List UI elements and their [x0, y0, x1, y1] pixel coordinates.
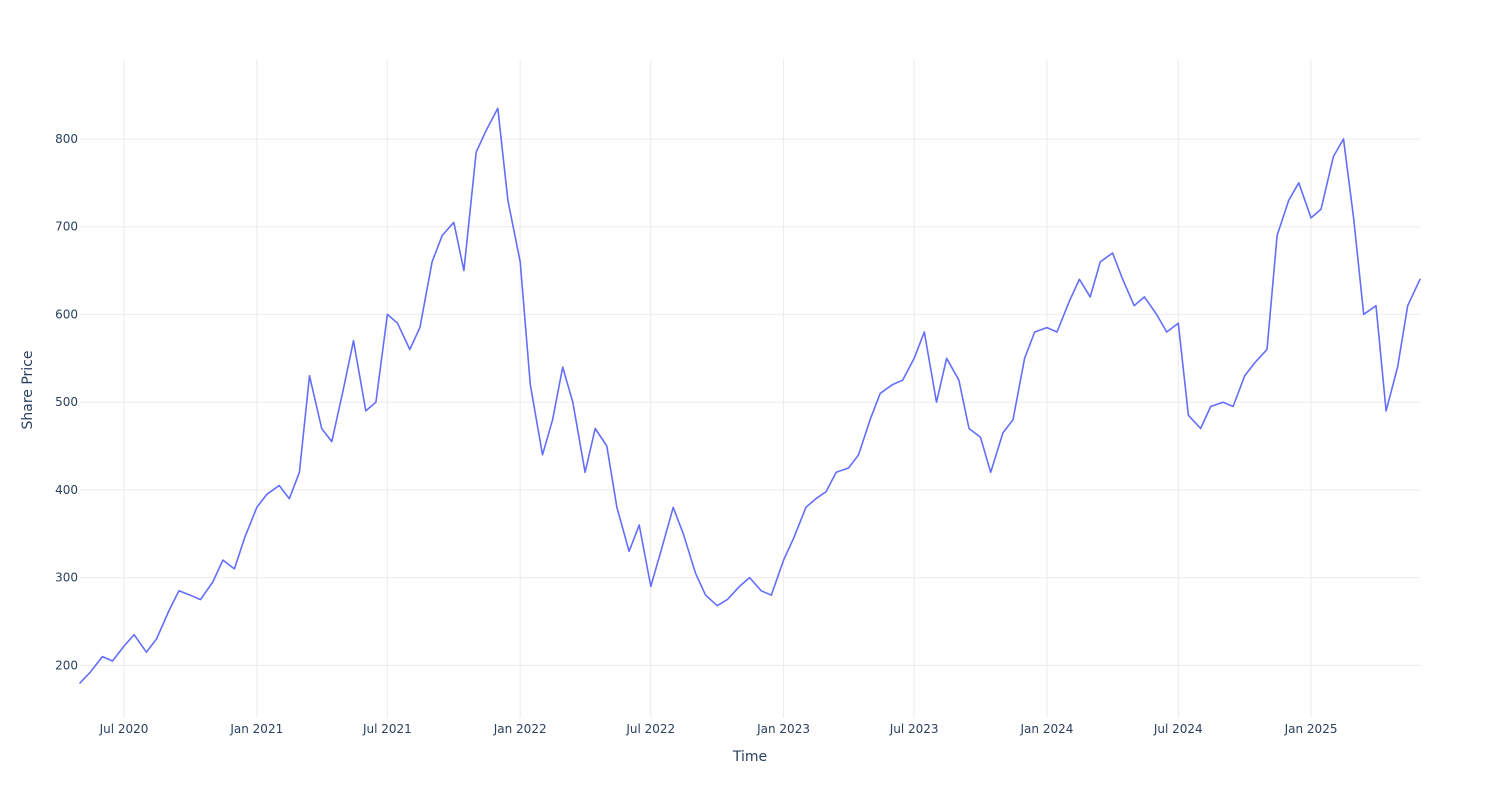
x-tick-label: Jan 2021: [229, 722, 283, 736]
y-tick-label: 600: [55, 307, 78, 321]
x-tick-label: Jul 2021: [362, 722, 412, 736]
x-tick-label: Jul 2020: [99, 722, 149, 736]
x-tick-label: Jan 2024: [1020, 722, 1074, 736]
y-axis-title: Share Price: [20, 350, 36, 429]
x-tick-label: Jan 2023: [756, 722, 810, 736]
x-axis-title: Time: [732, 749, 767, 765]
y-tick-label: 200: [55, 658, 78, 672]
x-tick-label: Jul 2023: [889, 722, 939, 736]
y-axis-ticks: 200 300 400 500 600 700 800: [55, 132, 78, 672]
x-tick-label: Jan 2022: [493, 722, 547, 736]
x-axis-ticks: Jul 2020 Jan 2021 Jul 2021 Jan 2022 Jul 2022…: [99, 722, 1338, 736]
series-group: [79, 107, 1421, 684]
y-tick-label: 500: [55, 395, 78, 409]
grid: [80, 60, 1420, 718]
y-tick-label: 700: [55, 220, 78, 234]
y-tick-label: 300: [55, 571, 78, 585]
y-tick-label: 400: [55, 483, 78, 497]
x-tick-label: Jul 2022: [625, 722, 675, 736]
price-series-line: [79, 107, 1421, 684]
y-tick-label: 800: [55, 132, 78, 146]
x-tick-label: Jan 2025: [1284, 722, 1338, 736]
x-tick-label: Jul 2024: [1153, 722, 1203, 736]
